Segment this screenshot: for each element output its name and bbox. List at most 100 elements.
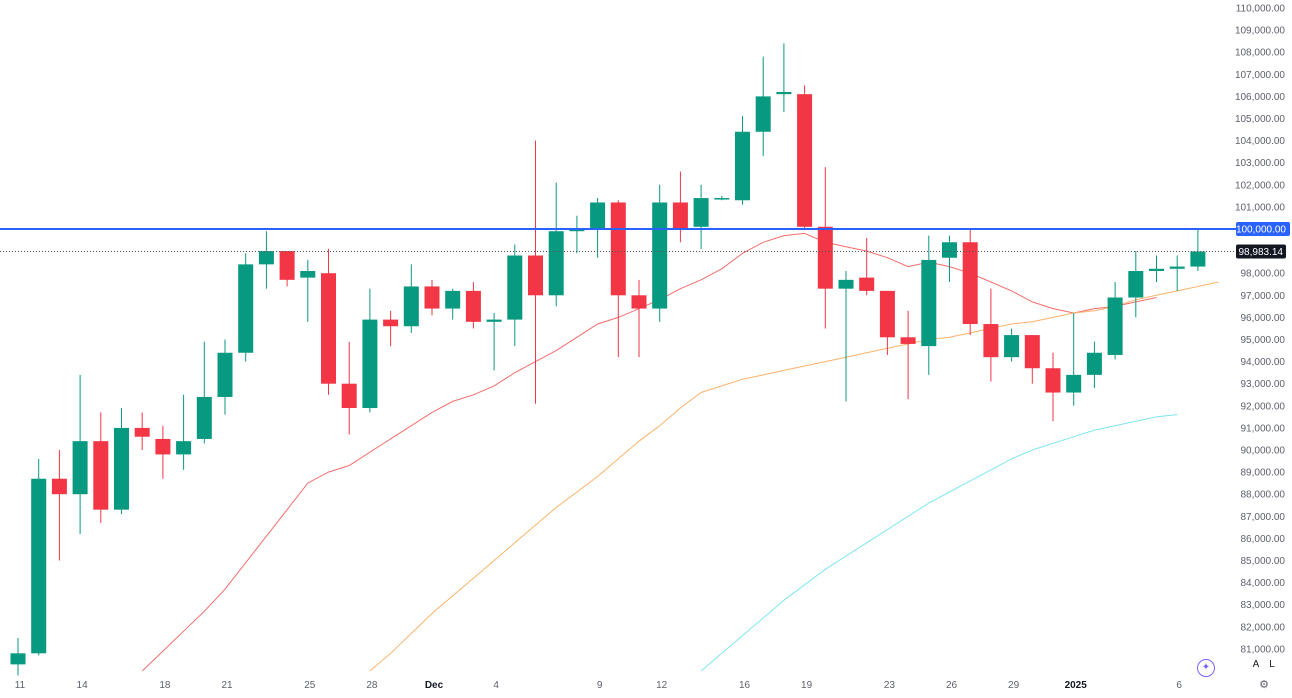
- time-axis[interactable]: 11 14 18 21 25 28 Dec 4 9 12 16 19 23 26 29 2025 6: [15, 680, 1183, 691]
- candle-body: [1024, 335, 1040, 369]
- candle[interactable]: [631, 279, 647, 358]
- candle[interactable]: [10, 637, 26, 676]
- candle[interactable]: [1169, 255, 1185, 291]
- candle[interactable]: [176, 394, 192, 470]
- candle[interactable]: [672, 171, 688, 243]
- candle[interactable]: [72, 374, 88, 534]
- candle[interactable]: [1045, 352, 1061, 422]
- candle-body: [610, 202, 626, 296]
- time-tick-label: 18: [159, 680, 171, 691]
- candle[interactable]: [258, 231, 274, 289]
- candle[interactable]: [279, 251, 295, 287]
- candle[interactable]: [548, 182, 564, 307]
- candle[interactable]: [155, 425, 171, 479]
- candle[interactable]: [362, 288, 378, 413]
- log-scale-button[interactable]: L: [1269, 659, 1275, 670]
- candle[interactable]: [590, 198, 606, 258]
- candle-body: [424, 286, 440, 309]
- price-tick-label: 86,000.00: [1241, 534, 1286, 545]
- candle[interactable]: [879, 290, 895, 355]
- candle[interactable]: [93, 412, 109, 523]
- candle[interactable]: [424, 279, 440, 316]
- candle[interactable]: [321, 248, 336, 395]
- candle[interactable]: [114, 408, 129, 515]
- candle[interactable]: [693, 184, 709, 249]
- price-tick-label: 88,000.00: [1241, 490, 1286, 501]
- last-price-label: 98,983.14: [1239, 247, 1284, 258]
- price-tick-label: 83,000.00: [1241, 600, 1286, 611]
- candle-body: [465, 290, 481, 322]
- candle[interactable]: [755, 56, 771, 157]
- candle[interactable]: [817, 167, 833, 329]
- price-tick-label: 95,000.00: [1241, 335, 1286, 346]
- price-axis[interactable]: 81,000.00 82,000.00 83,000.00 84,000.00 85,0…: [1235, 4, 1290, 656]
- candle[interactable]: [238, 253, 254, 362]
- add-indicator-icon[interactable]: ✦: [1197, 659, 1215, 677]
- candle[interactable]: [465, 282, 481, 329]
- price-tick-label: 87,000.00: [1241, 512, 1286, 523]
- candle[interactable]: [134, 412, 150, 450]
- price-tick-label: 104,000.00: [1235, 136, 1285, 147]
- candle-body: [383, 319, 399, 327]
- price-tick-label: 91,000.00: [1241, 423, 1286, 434]
- candle[interactable]: [900, 310, 916, 400]
- candle[interactable]: [1149, 255, 1164, 283]
- candle-body: [31, 478, 47, 654]
- candle[interactable]: [51, 450, 67, 561]
- candle[interactable]: [1128, 251, 1144, 318]
- candle[interactable]: [383, 310, 399, 347]
- settings-gear-icon[interactable]: ⚙: [1259, 679, 1269, 691]
- candle[interactable]: [652, 184, 668, 322]
- horizontal-line-price-label: 100,000.00: [1236, 225, 1286, 236]
- candle[interactable]: [403, 264, 419, 333]
- candle[interactable]: [507, 244, 523, 347]
- candle[interactable]: [735, 116, 750, 205]
- candle[interactable]: [569, 215, 585, 254]
- candle-body: [962, 242, 978, 325]
- candles[interactable]: [10, 43, 1206, 676]
- candle[interactable]: [217, 339, 233, 415]
- candle-body: [714, 198, 730, 200]
- candle-body: [321, 273, 336, 384]
- candle[interactable]: [1004, 328, 1020, 362]
- candle[interactable]: [486, 312, 502, 371]
- candle[interactable]: [714, 195, 730, 201]
- candle-body: [51, 478, 67, 495]
- candle[interactable]: [838, 270, 854, 402]
- price-tick-label: 110,000.00: [1236, 4, 1286, 15]
- candle[interactable]: [776, 43, 792, 112]
- moving-average-line-3: [700, 414, 1178, 672]
- candle[interactable]: [983, 288, 999, 382]
- candle[interactable]: [445, 288, 461, 320]
- price-tick-label: 90,000.00: [1241, 446, 1286, 457]
- candle[interactable]: [1190, 229, 1206, 271]
- candle[interactable]: [528, 140, 543, 404]
- auto-scale-button[interactable]: A: [1252, 659, 1260, 670]
- time-tick-label: 21: [221, 680, 233, 691]
- candle-body: [983, 324, 999, 358]
- candle[interactable]: [859, 237, 875, 296]
- candle[interactable]: [1107, 282, 1123, 360]
- candle[interactable]: [610, 200, 626, 358]
- candle[interactable]: [31, 458, 47, 656]
- candle[interactable]: [797, 85, 813, 229]
- candle[interactable]: [962, 229, 978, 336]
- time-tick-label: 11: [15, 680, 26, 691]
- candle[interactable]: [942, 235, 957, 283]
- candle-body: [1169, 266, 1185, 269]
- candle[interactable]: [921, 235, 937, 375]
- candle[interactable]: [1086, 341, 1102, 389]
- candle[interactable]: [1024, 335, 1040, 384]
- last-price-badge: 98,983.14: [1236, 244, 1286, 259]
- candle-body: [362, 319, 378, 409]
- candle[interactable]: [341, 341, 357, 435]
- candle-body: [1128, 270, 1144, 298]
- candle[interactable]: [300, 259, 316, 322]
- candle[interactable]: [196, 341, 212, 444]
- candle-body: [776, 91, 792, 95]
- candle-body: [838, 279, 854, 289]
- candle[interactable]: [1066, 312, 1082, 406]
- candle-body: [735, 131, 750, 201]
